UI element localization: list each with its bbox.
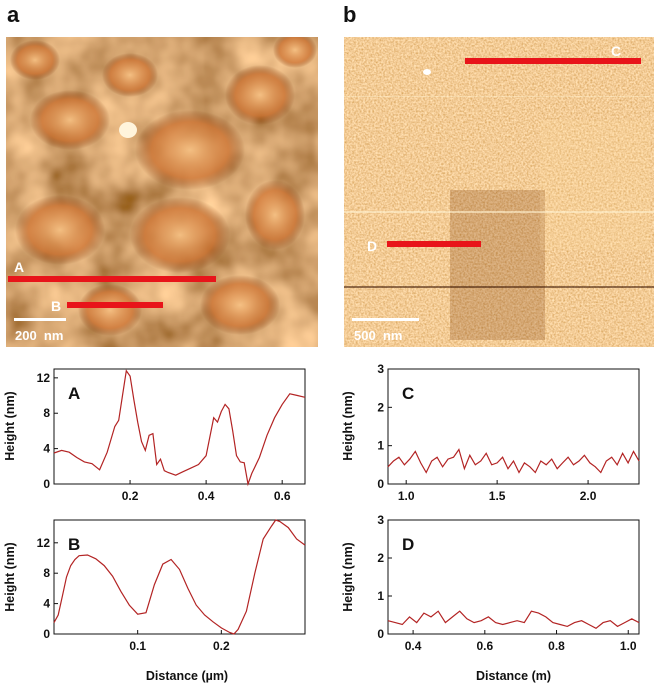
scale-label-b: 500 nm [354,328,402,343]
x-axis-label-left: Distance (µm) [146,669,228,683]
bright-particle-b [423,69,431,75]
profile-line-c [465,58,641,64]
plot-title-a: A [68,384,80,403]
panel-letter-a: a [7,2,20,27]
y-tick-label-b: 8 [43,566,50,580]
profile-plot-b: 0 4 8 12 0.1 0.2 Height (nm) B [3,519,306,653]
y-tick-label-a: 0 [43,477,50,491]
plot-frame-c [387,368,640,485]
y-tick-label-c: 0 [377,477,384,491]
x-tick-label-c: 1.5 [489,489,506,503]
y-tick-label-d: 0 [377,627,384,641]
y-tick-label-d: 1 [377,589,384,603]
y-tick-label-a: 8 [43,406,50,420]
x-tick-label-a: 0.4 [198,489,215,503]
panel-letter-b: b [343,2,356,27]
y-tick-label-a: 4 [43,442,50,456]
plot-title-c: C [402,384,414,403]
x-tick-label-a: 0.6 [274,489,291,503]
y-tick-label-d: 2 [377,551,384,565]
plot-frame-a [53,368,306,485]
y-tick-label-d: 3 [377,513,384,527]
x-tick-label-d: 0.4 [405,639,422,653]
profile-series-c [387,448,640,474]
line-label-b: B [51,298,61,314]
y-tick-label-c: 2 [377,400,384,414]
plot-title-b: B [68,535,80,554]
y-tick-label-b: 4 [43,597,50,611]
y-tick-label-a: 12 [37,371,51,385]
line-label-d: D [367,238,377,254]
line-label-c: C [611,43,621,59]
y-axis-label-b: Height (nm) [3,542,17,611]
profile-series-b [53,519,306,635]
scale-bar-a [14,318,66,321]
x-tick-label-d: 1.0 [620,639,637,653]
afm-image-a: A B 200 nm [6,37,318,347]
scale-bar-b [352,318,419,321]
scale-label-a: 200 nm [15,328,63,343]
profile-line-b [67,302,163,308]
x-tick-label-c: 1.0 [398,489,415,503]
x-tick-label-b: 0.2 [213,639,230,653]
afm-grains [10,37,317,336]
profile-plot-d: 0 1 2 3 0.4 0.6 0.8 1.0 Height (nm) D Distance (m) [341,513,640,683]
plot-title-d: D [402,535,414,554]
x-tick-label-d: 0.6 [476,639,493,653]
y-tick-label-b: 0 [43,627,50,641]
y-axis-label-d: Height (nm) [341,542,355,611]
plot-frame-d [387,519,640,635]
y-tick-label-c: 1 [377,439,384,453]
y-axis-label-c: Height (nm) [341,391,355,460]
profile-plot-a: 0 4 8 12 0.2 0.4 0.6 Height (nm) A [3,368,306,503]
y-tick-label-b: 12 [37,536,51,550]
x-tick-label-b: 0.1 [129,639,146,653]
profile-plot-c: 0 1 2 3 1.0 1.5 2.0 Height (nm) C [341,362,640,503]
x-axis-label-d: Distance (m) [476,669,551,683]
profile-series-a [53,369,306,487]
profile-line-d [387,241,481,247]
bright-particle [119,122,137,138]
y-axis-label-a: Height (nm) [3,391,17,460]
afm-image-b: C D 500 nm [344,37,654,347]
x-tick-label-a: 0.2 [122,489,139,503]
x-tick-label-c: 2.0 [580,489,597,503]
profile-series-d [387,610,640,630]
profile-line-a [8,276,216,282]
x-tick-label-d: 0.8 [548,639,565,653]
line-label-a: A [14,259,24,275]
y-tick-label-c: 3 [377,362,384,376]
plot-frame-b [53,519,306,635]
